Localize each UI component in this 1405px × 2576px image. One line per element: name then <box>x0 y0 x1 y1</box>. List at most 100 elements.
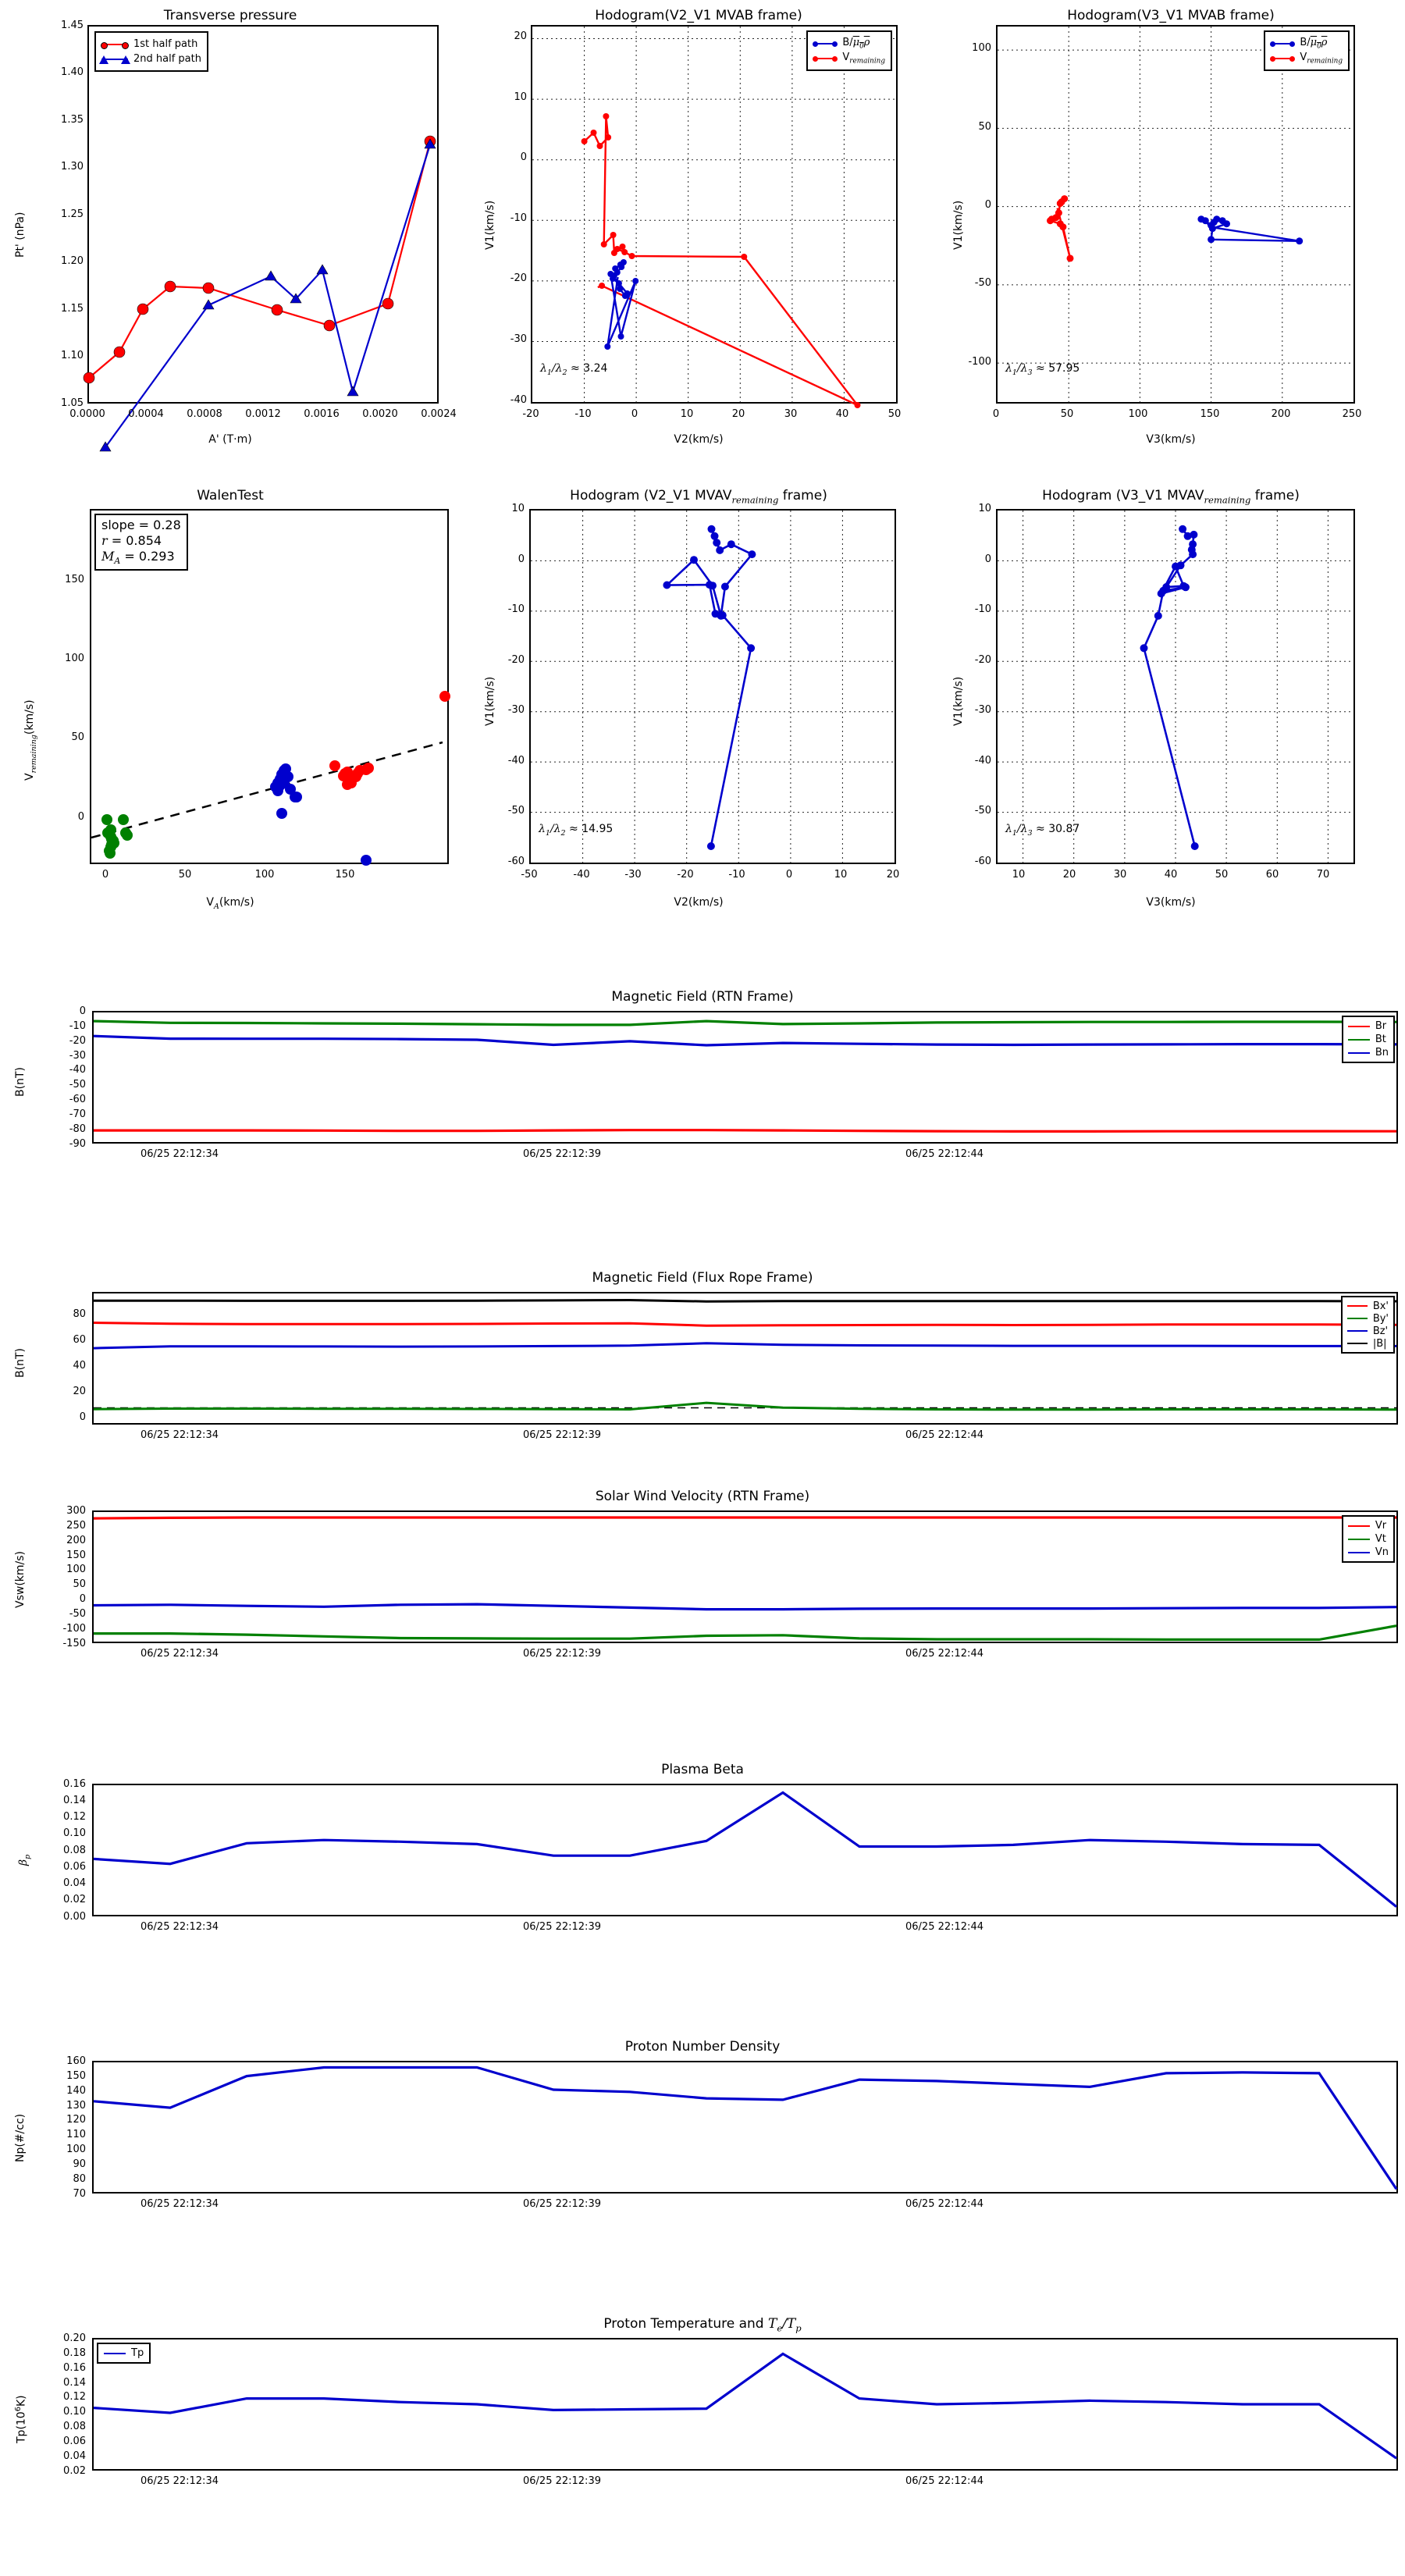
y-tick: 80 <box>73 2173 86 2185</box>
series-by <box>93 1401 1397 1411</box>
y-tick: 0.04 <box>63 1877 86 1889</box>
y-axis-label: Pt' (nPa) <box>14 212 27 258</box>
x-tick: 250 <box>1342 408 1362 420</box>
y-axis-label: B(nT) <box>14 1067 27 1097</box>
x-tick: 20 <box>886 869 900 881</box>
plot-area: Bx' By' Bz' |B| <box>92 1292 1398 1425</box>
y-tick: 50 <box>978 121 991 133</box>
x-axis-label: V2(km/s) <box>674 433 724 446</box>
legend-label: Bt <box>1375 1034 1386 1045</box>
legend: 1st half path 2nd half path <box>94 31 208 72</box>
x-tick: -20 <box>677 869 694 881</box>
y-tick: 60 <box>73 1334 86 1346</box>
x-tick: 06/25 22:12:39 <box>523 2475 601 2487</box>
y-tick: -100 <box>62 1623 86 1635</box>
x-tick: -50 <box>521 869 538 881</box>
y-tick: 0.12 <box>63 1811 86 1823</box>
legend-label: Br <box>1375 1020 1387 1032</box>
y-tick: -60 <box>974 856 991 867</box>
y-axis-label: Tp(106K) <box>14 2395 28 2443</box>
y-tick: 0.04 <box>63 2450 86 2462</box>
eigenvalue-ratio-annotation: λ1/λ3 ≈ 30.87 <box>1005 823 1080 838</box>
y-tick: -50 <box>69 1608 86 1620</box>
x-tick: 06/25 22:12:39 <box>523 1148 601 1160</box>
x-tick: -10 <box>574 408 592 420</box>
y-tick: 10 <box>514 91 527 103</box>
x-tick: -40 <box>573 869 590 881</box>
y-tick: 0 <box>984 553 991 565</box>
y-tick: 0.10 <box>63 2406 86 2418</box>
legend-item-vremaining: Vremaining <box>813 51 885 66</box>
legend-item-vn: Vn <box>1347 1546 1389 1559</box>
panel-magnetic-field-rtn: Magnetic Field (RTN Frame) B(nT) Br Bt B… <box>0 980 1405 1190</box>
x-tick: 06/25 22:12:34 <box>140 2475 219 2487</box>
legend-swatch-red-circle <box>101 42 129 49</box>
panel-title: Hodogram(V3_V1 MVAB frame) <box>1067 8 1275 23</box>
x-tick: 0 <box>992 408 1000 420</box>
legend: Vr Vt Vn <box>1341 1515 1395 1563</box>
legend: Tp <box>97 2343 151 2364</box>
y-tick: 0.02 <box>63 2465 86 2477</box>
y-axis-label: Vsw(km/s) <box>14 1550 27 1608</box>
y-tick: -50 <box>507 805 525 817</box>
y-axis-label: B(nT) <box>14 1348 27 1378</box>
y-tick: -40 <box>974 755 991 767</box>
y-axis-label: βp <box>17 1854 32 1866</box>
panel-title: WalenTest <box>197 488 264 503</box>
series-bx <box>93 1322 1397 1327</box>
legend-label: Vn <box>1375 1546 1389 1558</box>
y-tick: 0.06 <box>63 1861 86 1873</box>
series-vt <box>94 1624 1397 1641</box>
legend-item-2nd-half: 2nd half path <box>99 52 201 66</box>
x-tick: 30 <box>784 408 798 420</box>
stat-slope: slope = 0.28 <box>101 518 181 532</box>
legend-swatch-by <box>1346 1318 1368 1319</box>
y-axis-label: Vremaining(km/s) <box>23 699 38 781</box>
y-tick: 1.05 <box>61 397 84 409</box>
y-tick: 200 <box>66 1535 86 1546</box>
y-tick: 0.12 <box>63 2391 86 2403</box>
x-tick: 0 <box>631 408 638 420</box>
y-tick: -30 <box>69 1050 86 1062</box>
panel-solar-wind-velocity: Solar Wind Velocity (RTN Frame) Vsw(km/s… <box>0 1479 1405 1690</box>
y-tick: 100 <box>66 1564 86 1575</box>
y-tick: 20 <box>73 1386 86 1397</box>
x-tick: 10 <box>834 869 848 881</box>
x-tick: 06/25 22:12:44 <box>905 1921 984 1933</box>
y-tick: -40 <box>507 755 525 767</box>
y-tick: 1.10 <box>61 350 84 361</box>
x-tick: 0.0012 <box>245 408 281 420</box>
legend-item-bt: Bt <box>1347 1033 1389 1046</box>
legend-label: 1st half path <box>133 38 198 50</box>
eigenvalue-ratio-annotation: λ1/λ2 ≈ 3.24 <box>540 362 608 377</box>
panel-title: Solar Wind Velocity (RTN Frame) <box>595 1489 810 1504</box>
plot-area: 1st half path 2nd half path <box>83 25 439 452</box>
x-tick: 50 <box>1215 869 1229 881</box>
y-tick: 300 <box>66 1505 86 1517</box>
x-axis-label: V3(km/s) <box>1146 896 1196 909</box>
panel-title: Hodogram (V2_V1 MVAVremaining frame) <box>570 488 827 506</box>
y-tick: 20 <box>514 30 527 42</box>
legend-swatch-br <box>1347 1025 1370 1027</box>
legend-item-br: Br <box>1347 1019 1389 1033</box>
y-tick: 130 <box>66 2100 86 2112</box>
legend-swatch-bz <box>1346 1330 1368 1332</box>
y-tick: 0.08 <box>63 1845 86 1856</box>
x-axis-label: VA(km/s) <box>206 896 254 911</box>
legend-label: Tp <box>131 2347 144 2359</box>
series-vn <box>93 1603 1397 1611</box>
y-tick: -70 <box>69 1108 86 1120</box>
stat-ma: MA = 0.293 <box>101 549 175 567</box>
y-tick: 0 <box>518 553 525 565</box>
legend-label: |B| <box>1372 1337 1387 1350</box>
panel-hodogram-v3v1-mvavr: Hodogram (V3_V1 MVAVremaining frame) V1(… <box>937 468 1405 921</box>
legend-swatch-red-line <box>813 56 838 62</box>
y-tick: 1.15 <box>61 303 84 315</box>
y-tick: -60 <box>69 1094 86 1105</box>
x-tick: 30 <box>1113 869 1127 881</box>
legend-item-vt: Vt <box>1347 1532 1389 1546</box>
panel-transverse-pressure: Transverse pressure Pt' (nPa) A' (T·m) <box>0 0 461 461</box>
x-tick: 150 <box>335 869 355 881</box>
y-tick: -80 <box>69 1123 86 1135</box>
panel-title: Magnetic Field (Flux Rope Frame) <box>592 1270 813 1286</box>
